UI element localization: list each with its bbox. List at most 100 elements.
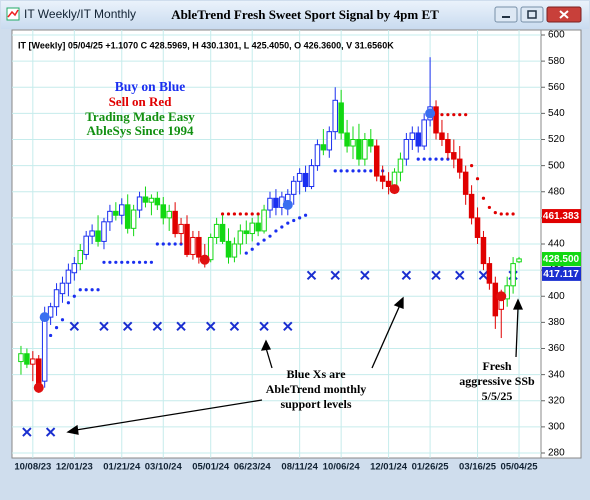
buy-signals — [39, 312, 50, 323]
candle-body — [190, 236, 196, 255]
candle-body — [196, 236, 202, 258]
candle-body — [24, 353, 30, 365]
y-tick-label: 300 — [548, 422, 565, 433]
candle-body — [356, 139, 362, 160]
candle-body — [332, 99, 338, 133]
price-tag-label: 417.117 — [543, 269, 579, 280]
support-dots — [126, 260, 130, 264]
candle-body — [166, 210, 172, 219]
y-axis-panel — [540, 29, 582, 459]
maximize-button[interactable] — [520, 6, 544, 23]
support-dots — [274, 229, 278, 233]
monthly-support-x — [360, 270, 370, 281]
candle-body — [30, 358, 36, 365]
support-dots — [303, 213, 308, 217]
candle-body — [362, 139, 368, 160]
arrow — [265, 347, 273, 369]
x-tick-label: 08/11/24 — [281, 462, 318, 473]
minimize-button[interactable] — [494, 6, 518, 23]
resistance-dots — [505, 212, 509, 216]
x-tick-label: 12/01/23 — [56, 462, 93, 473]
y-tick-label: 380 — [548, 317, 565, 328]
y-tick-label: 600 — [548, 30, 565, 41]
candle-body — [255, 222, 261, 232]
candle-body — [249, 222, 255, 235]
candle-body — [267, 197, 273, 211]
resistance-dots — [464, 113, 468, 117]
resistance-dots — [226, 212, 231, 216]
annotation: Sell on Red — [109, 94, 173, 109]
candle-body — [296, 172, 303, 182]
candle-body — [213, 223, 220, 238]
candle-body — [89, 230, 95, 237]
monthly-support-x — [152, 321, 163, 332]
candle-body — [486, 263, 493, 284]
x-tick-label: 10/06/24 — [323, 462, 361, 473]
candle-body — [368, 139, 374, 147]
candle-body — [308, 165, 315, 188]
candle-body — [439, 132, 445, 140]
candle-body — [130, 209, 137, 229]
candle-body — [451, 152, 457, 160]
monthly-support-x — [283, 321, 293, 332]
support-dots — [422, 157, 426, 161]
candle-body — [101, 221, 107, 242]
support-dots — [416, 157, 420, 161]
window-buttons[interactable] — [494, 6, 582, 23]
candle-body — [41, 316, 48, 382]
candle-body — [219, 223, 226, 242]
y-tick-label: 480 — [548, 186, 565, 197]
candle-body — [344, 132, 350, 147]
resistance-dots — [250, 212, 254, 216]
support-dots — [90, 288, 94, 292]
sell-signals — [33, 382, 44, 393]
candle-body — [273, 197, 279, 208]
support-dots — [120, 260, 124, 264]
y-tick-label: 540 — [548, 108, 565, 119]
resistance-dots — [232, 212, 237, 216]
x-tick-label: 10/08/23 — [14, 462, 51, 473]
support-dots — [339, 169, 343, 173]
candle-body — [350, 139, 356, 147]
support-dots — [155, 242, 159, 246]
support-dots — [440, 157, 444, 161]
candle-body — [178, 223, 184, 235]
grid — [12, 30, 545, 458]
annotation: aggressive SSb — [459, 374, 535, 388]
support-dots — [84, 288, 88, 292]
arrow-head — [393, 296, 404, 309]
monthly-support-x — [205, 321, 216, 332]
monthly-support-x — [431, 270, 441, 281]
buy-signals — [282, 199, 293, 210]
y-tick-label: 440 — [548, 239, 565, 250]
candle-body — [492, 282, 499, 317]
support-dots — [143, 260, 148, 264]
x-tick-label: 03/16/25 — [459, 462, 497, 473]
candle-body — [379, 175, 386, 182]
candle-body — [172, 210, 178, 235]
candle-body — [95, 230, 101, 242]
support-dots — [280, 225, 284, 229]
support-dots — [161, 242, 165, 246]
candle-body — [237, 230, 244, 245]
support-dots — [137, 260, 142, 264]
x-tick-label: 03/10/24 — [145, 462, 183, 473]
resistance-dots — [493, 211, 497, 215]
candle-body — [77, 250, 84, 265]
monthly-support-x — [45, 427, 56, 437]
y-tick-label: 500 — [548, 160, 565, 171]
candle-body — [148, 197, 155, 203]
support-dots — [351, 169, 355, 173]
support-dots — [244, 251, 248, 255]
candle-body — [468, 193, 475, 219]
candle-body — [397, 158, 404, 173]
support-dots — [66, 301, 70, 305]
support-dots — [149, 260, 154, 264]
candle-body — [403, 139, 410, 160]
resistance-dots — [238, 212, 242, 216]
annotation: Fresh — [482, 359, 511, 373]
candle-body — [35, 358, 42, 386]
price-tag-label: 428.500 — [543, 254, 580, 265]
buy-signals — [425, 108, 436, 119]
